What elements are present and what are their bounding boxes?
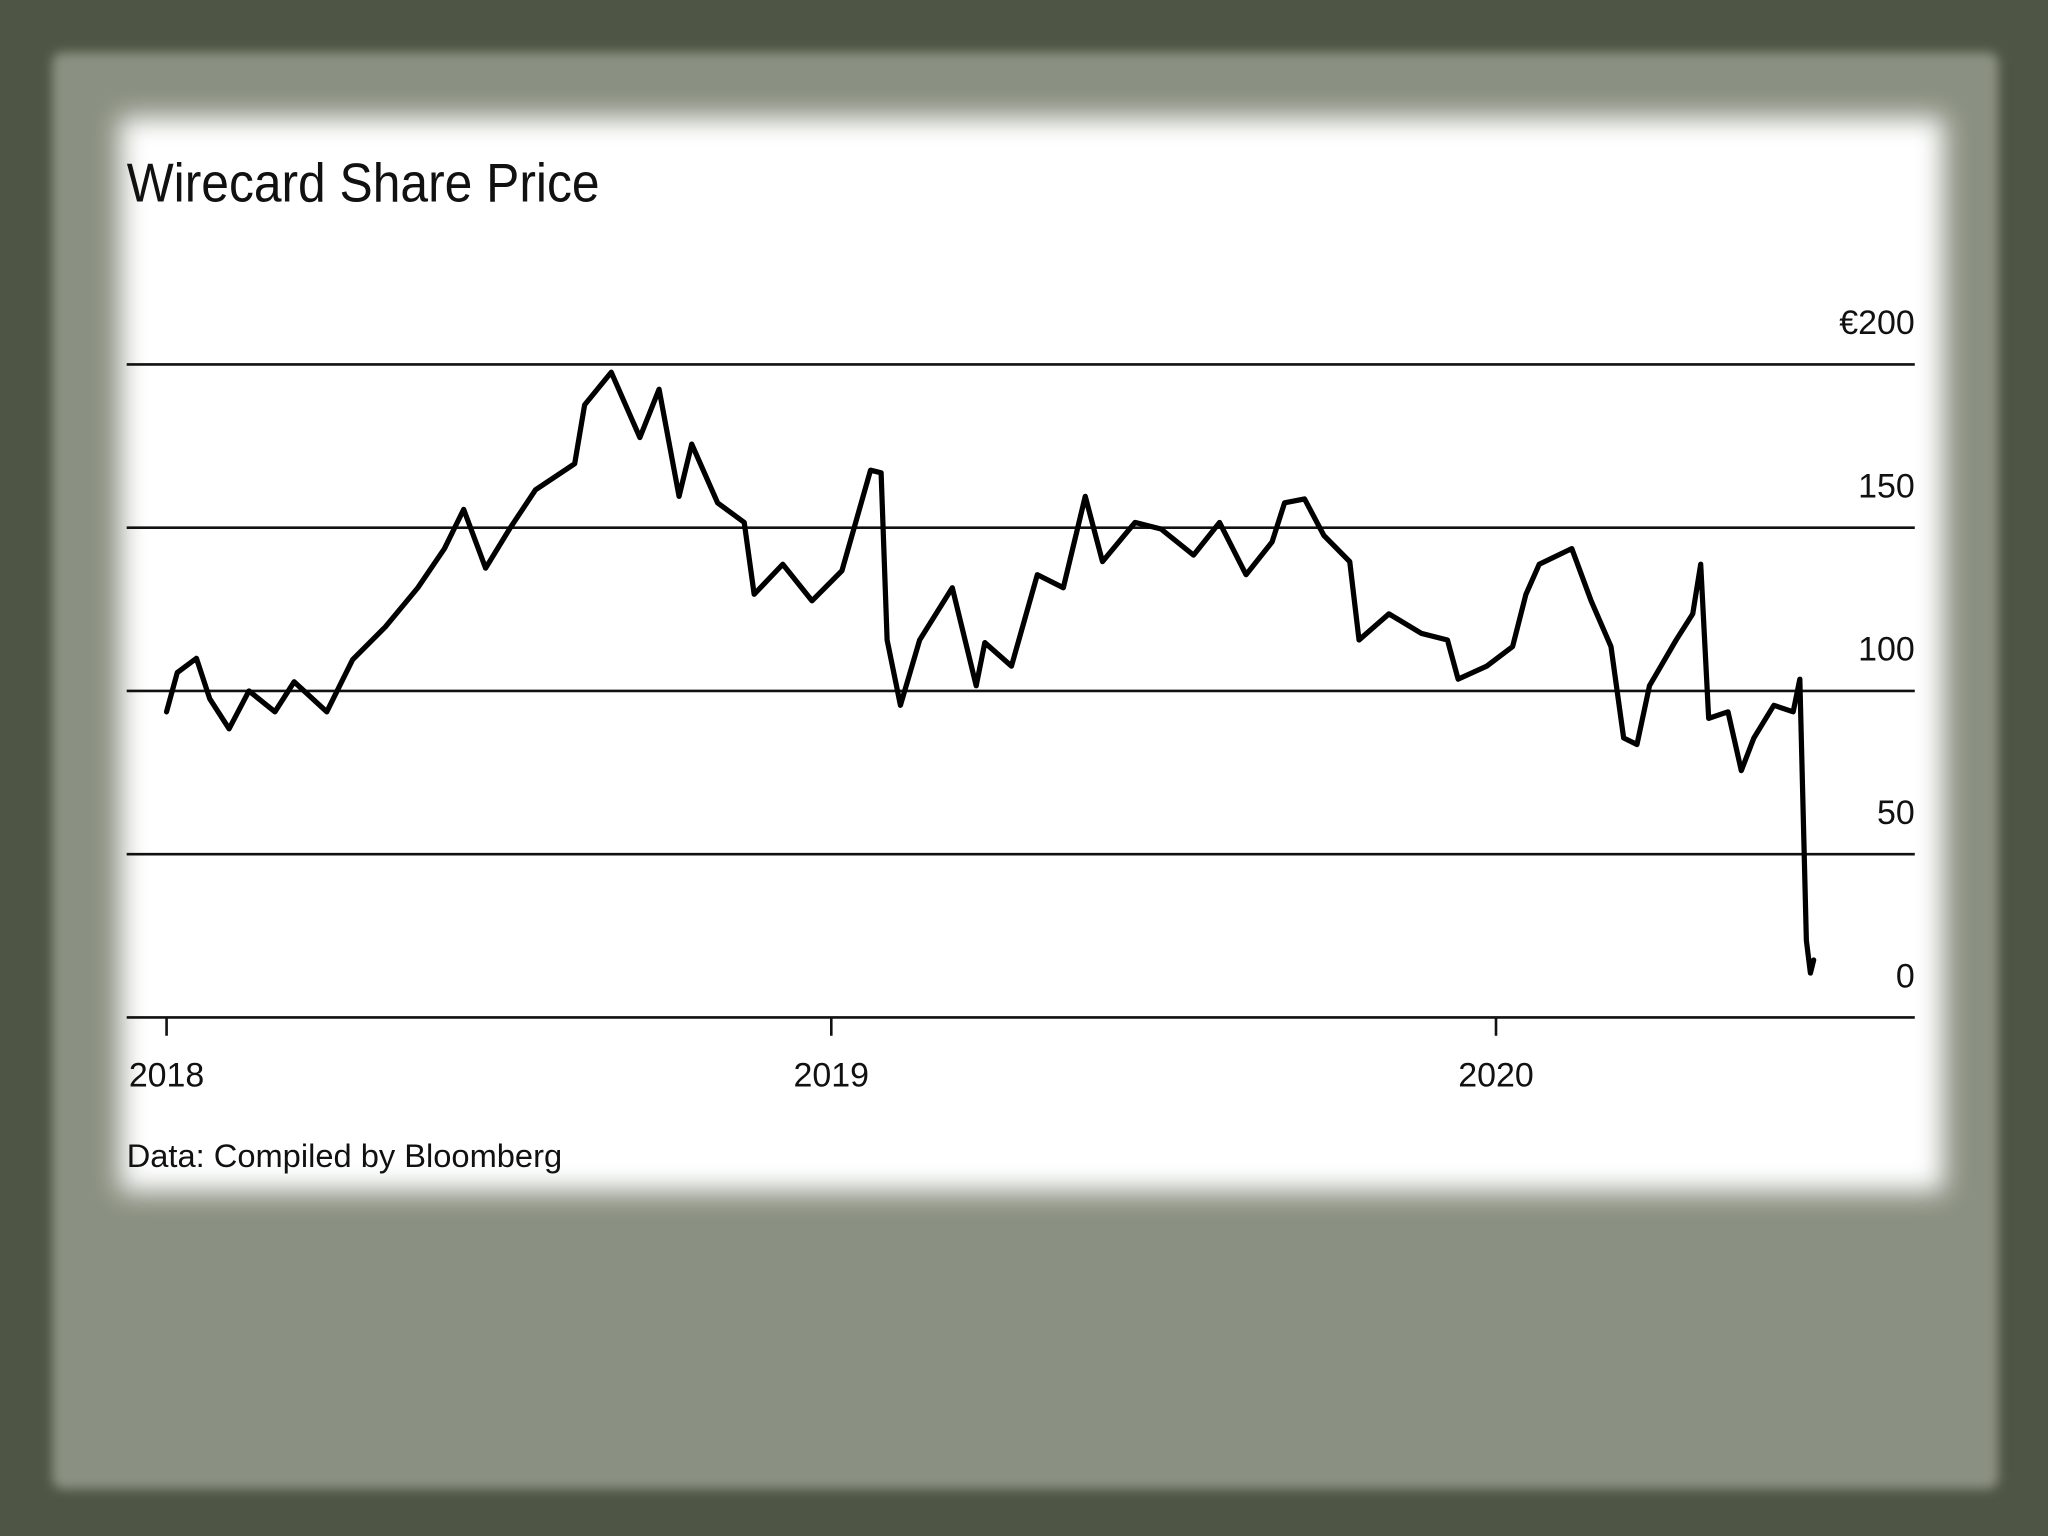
- y-tick-label: 150: [1858, 467, 1915, 505]
- y-tick-label: 50: [1877, 794, 1915, 832]
- price-line: [163, 369, 1817, 976]
- y-tick-label: 0: [1896, 957, 1915, 995]
- x-tick-label: 2019: [794, 1057, 870, 1095]
- x-tick-label: 2020: [1458, 1057, 1534, 1095]
- x-tick-label: 2018: [129, 1057, 205, 1095]
- chart-title: Wirecard Share Price: [127, 151, 600, 213]
- chart-panel: [120, 117, 1944, 1192]
- source-note: Data: Compiled by Bloomberg: [127, 1137, 562, 1174]
- y-tick-label: 100: [1858, 631, 1915, 669]
- y-tick-label: €200: [1839, 304, 1915, 342]
- plot: 0 50 100 150 €200 2018 2019 2020: [126, 304, 1915, 1095]
